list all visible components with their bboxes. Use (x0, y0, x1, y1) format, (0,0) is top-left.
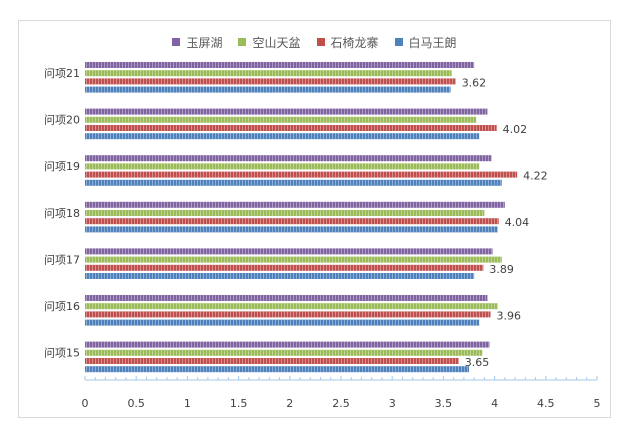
legend-swatch (172, 38, 181, 46)
data-label: 3.62 (462, 76, 487, 89)
data-label: 4.04 (505, 216, 530, 229)
bar (85, 256, 502, 263)
category-label: 问项19 (44, 160, 80, 173)
bar (85, 311, 491, 318)
legend-label: 空山天盆 (252, 35, 301, 50)
data-label: 4.02 (503, 123, 528, 136)
category-label: 问项16 (44, 300, 80, 313)
bar (85, 349, 483, 356)
bar (85, 341, 490, 348)
bar (85, 171, 518, 178)
legend-label: 白马王朗 (408, 35, 457, 50)
x-tick-label: 2 (286, 397, 293, 410)
legend: 玉屏湖 空山天盆 石椅龙寨 白马王朗 (0, 31, 629, 51)
x-tick-label: 5 (594, 397, 601, 410)
bar (85, 295, 488, 301)
x-tick-label: 0 (82, 397, 89, 410)
legend-swatch (316, 38, 325, 46)
category-label: 问项15 (44, 347, 80, 360)
category-label: 问项18 (44, 207, 80, 220)
category-label: 问项21 (44, 67, 80, 80)
x-tick-label: 0.5 (127, 397, 145, 410)
x-tick-label: 3 (389, 397, 396, 410)
category-label: 问项17 (44, 253, 80, 266)
x-tick-label: 3.5 (435, 397, 453, 410)
x-tick-label: 2.5 (332, 397, 350, 410)
bar (85, 248, 493, 255)
bar (85, 264, 484, 271)
bar (85, 125, 497, 131)
bar (85, 70, 452, 77)
bar (85, 86, 451, 93)
bar (85, 273, 475, 279)
bar (85, 155, 492, 162)
legend-item: 玉屏湖 (172, 34, 222, 51)
bar (85, 179, 502, 186)
bar (85, 133, 480, 140)
data-label: 3.96 (497, 309, 522, 322)
bar (85, 108, 488, 115)
legend-item: 石椅龙寨 (316, 34, 379, 51)
legend-swatch (394, 38, 403, 46)
bar (85, 201, 505, 208)
x-tick-label: 1 (184, 397, 191, 410)
legend-label: 玉屏湖 (186, 35, 223, 50)
bar (85, 226, 498, 233)
bar (85, 303, 498, 310)
data-label: 4.22 (523, 170, 548, 183)
x-tick-label: 4 (491, 397, 498, 410)
legend-label: 石椅龙寨 (330, 35, 379, 50)
x-tick-label: 4.5 (537, 397, 555, 410)
legend-item: 空山天盆 (238, 34, 301, 51)
bar (85, 163, 480, 170)
data-label: 3.65 (465, 356, 490, 369)
bar (85, 366, 469, 373)
bar (85, 116, 477, 123)
bar (85, 358, 459, 364)
bar (85, 319, 480, 326)
bar (85, 62, 475, 68)
bar (85, 210, 485, 216)
bar (85, 78, 456, 85)
legend-item: 白马王朗 (394, 34, 457, 51)
data-label: 3.89 (489, 263, 514, 276)
x-tick-label: 1.5 (230, 397, 248, 410)
bar (85, 218, 499, 225)
category-label: 问项20 (44, 114, 80, 127)
legend-swatch (238, 38, 247, 46)
